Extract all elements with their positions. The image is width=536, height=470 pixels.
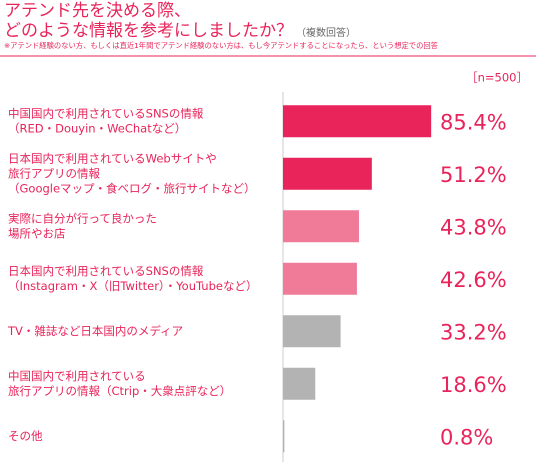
sample-size: ［n=500］ [466, 71, 528, 85]
chart-title: どのような情報を参考にしましたか？ [4, 21, 293, 41]
chart-title: アテンド先を決める際、 [4, 1, 191, 21]
value-label: 33.2% [440, 320, 507, 344]
category-label: その他 [8, 429, 43, 443]
bar [283, 210, 359, 243]
category-label: 日本国内で利用されているSNSの情報 [8, 264, 204, 278]
category-label: 場所やお店 [8, 226, 66, 240]
value-label: 18.6% [440, 373, 507, 397]
bar [283, 315, 341, 348]
value-label: 42.6% [440, 268, 507, 292]
note: ※アテンド経験のない方、もしくは直近1年間でアテンド経験のない方は、もし今アテン… [4, 41, 439, 50]
category-label: 旅行アプリの情報 [8, 166, 100, 180]
category-label: 旅行アプリの情報（Ctrip・大衆点評など） [8, 384, 231, 398]
bar [283, 105, 432, 138]
category-label: 中国国内で利用されている [8, 369, 146, 383]
bar [283, 367, 316, 400]
category-label: （RED・Douyin・WeChatなど） [8, 121, 186, 135]
value-label: 0.8% [440, 425, 493, 449]
category-label: （Instagram・X（旧Twitter）・YouTubeなど） [8, 279, 257, 293]
bar [283, 420, 285, 453]
category-label: 日本国内で利用されているWebサイトや [8, 151, 217, 165]
value-label: 51.2% [440, 163, 507, 187]
category-label: 実際に自分が行って良かった [8, 211, 157, 225]
bar [283, 262, 357, 295]
category-label: （Googleマップ・食べログ・旅行サイトなど） [8, 181, 256, 195]
category-label: TV・雑誌など日本国内のメディア [7, 324, 183, 338]
bar [283, 157, 372, 190]
value-label: 85.4% [440, 110, 507, 134]
category-label: 中国国内で利用されているSNSの情報 [8, 106, 204, 120]
chart-subtitle: （複数回答） [296, 26, 356, 39]
value-label: 43.8% [440, 215, 507, 239]
